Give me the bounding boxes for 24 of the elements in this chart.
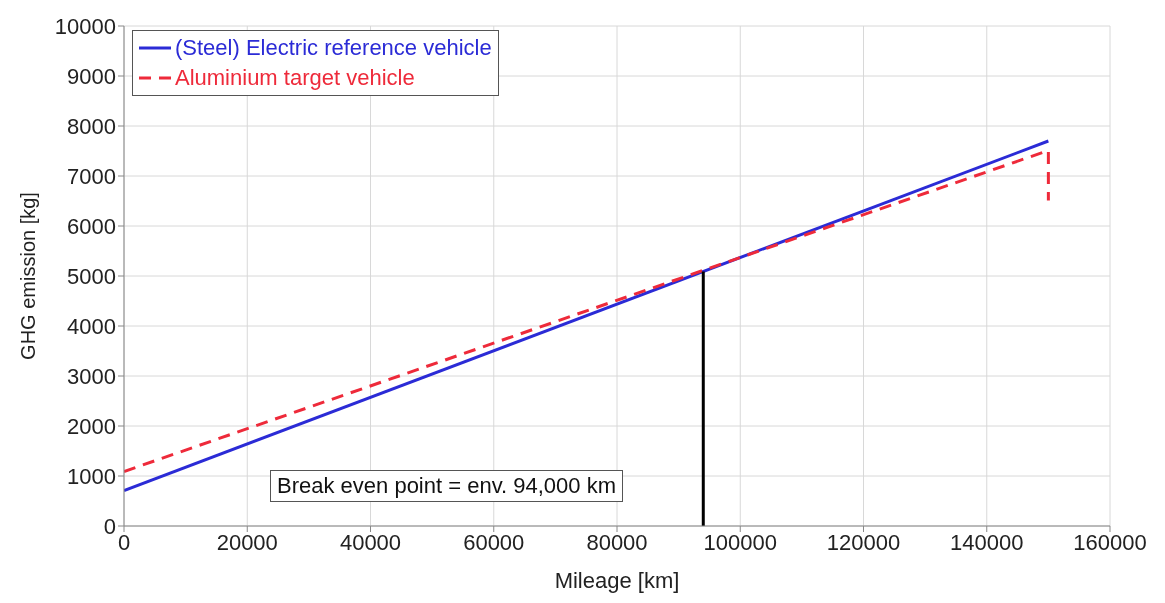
x-tick-label: 20000: [216, 529, 278, 555]
y-tick-label: 0: [103, 513, 116, 539]
y-tick-label: 5000: [67, 263, 116, 289]
x-tick-label: 140000: [950, 529, 1024, 555]
y-tick-label: 2000: [67, 413, 116, 439]
y-tick-label: 3000: [67, 363, 116, 389]
y-tick-label: 9000: [67, 63, 116, 89]
x-tick-label: 80000: [586, 529, 648, 555]
legend-label: (Steel) Electric reference vehicle: [175, 34, 492, 62]
annotation: Break even point = env. 94,000 km: [270, 470, 623, 502]
x-tick-label: 120000: [826, 529, 901, 555]
x-tick-label: 40000: [339, 529, 402, 555]
x-tick-label: 160000: [1073, 529, 1147, 555]
legend-label: Aluminium target vehicle: [175, 64, 415, 92]
y-tick-label: 7000: [67, 163, 116, 189]
y-tick-label: 6000: [67, 213, 116, 239]
x-axis-title: Mileage [km]: [554, 568, 680, 593]
y-axis-title: GHG emission [kg]: [17, 192, 40, 360]
y-tick-label: 4000: [67, 313, 116, 339]
y-tick-label: 10000: [54, 13, 116, 39]
y-tick-label: 8000: [67, 113, 116, 139]
y-tick-label: 1000: [67, 463, 116, 489]
x-tick-label: 100000: [703, 529, 777, 555]
x-tick-label: 60000: [463, 529, 525, 555]
